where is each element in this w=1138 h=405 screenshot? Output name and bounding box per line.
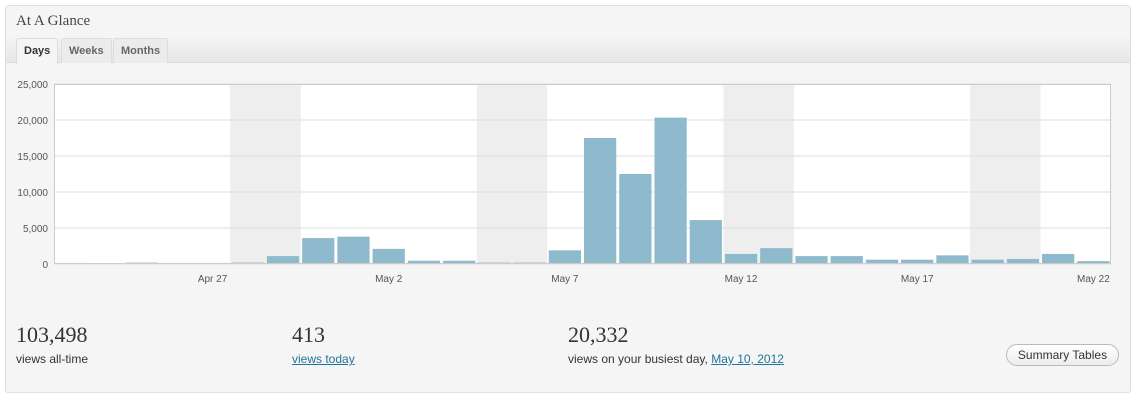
bar-may-10 [654, 117, 687, 264]
weekend-band [476, 84, 548, 264]
bar-may-12 [724, 253, 758, 264]
bar-may-3 [407, 260, 441, 264]
bar-may-4 [443, 260, 476, 264]
tab-weeks[interactable]: Weeks [61, 38, 112, 63]
x-tick-label: May 2 [375, 274, 403, 285]
stat-all-time: 103,498 views all-time [16, 322, 88, 366]
bar-may-20 [1006, 258, 1040, 264]
all-time-views-label: views all-time [16, 352, 89, 366]
bar-may-22 [1077, 261, 1110, 264]
summary-tables-button[interactable]: Summary Tables [1006, 344, 1119, 366]
panel-header: At A Glance [6, 6, 1130, 38]
views-today-link[interactable]: views today [292, 352, 355, 366]
plot-area [54, 84, 1111, 264]
bar-may-9 [619, 174, 652, 264]
bar-may-15 [830, 256, 863, 264]
y-tick-label: 5,000 [23, 224, 48, 235]
bar-apr-29 [266, 256, 300, 264]
stat-today: 413 views today [292, 322, 355, 366]
bar-apr-30 [302, 238, 335, 264]
weekend-band [970, 84, 1041, 264]
busiest-day-value: 20,332 [568, 322, 629, 347]
bar-may-11 [689, 220, 722, 264]
y-tick-label: 15,000 [17, 152, 48, 163]
y-tick-label: 0 [42, 260, 48, 271]
today-views-value: 413 [292, 322, 325, 347]
y-tick-label: 20,000 [17, 116, 48, 127]
weekend-band [230, 84, 301, 264]
weekend-band [723, 84, 794, 264]
y-tick-label: 25,000 [17, 80, 48, 91]
bar-may-19 [971, 259, 1004, 264]
tabs-bar: Days Weeks Months [6, 38, 1130, 64]
bar-may-16 [865, 259, 899, 264]
bar-may-1 [337, 236, 370, 264]
bar-may-21 [1042, 253, 1075, 264]
bar-may-17 [901, 259, 934, 264]
tab-months[interactable]: Months [113, 38, 169, 63]
bar-may-8 [584, 138, 617, 264]
bar-may-18 [936, 255, 969, 264]
all-time-views-value: 103,498 [16, 322, 88, 347]
bar-may-7 [548, 250, 581, 264]
bar-may-2 [372, 248, 405, 264]
plot-border [54, 84, 1111, 264]
y-tick-label: 10,000 [17, 188, 48, 199]
bar-may-14 [795, 256, 828, 264]
tab-days[interactable]: Days [16, 38, 59, 64]
x-tick-label: May 17 [901, 274, 934, 285]
x-tick-label: May 12 [725, 274, 758, 285]
x-tick-label: May 22 [1077, 274, 1110, 285]
daily-views-chart: 0 5,000 10,000 15,000 20,000 25,000 Apr 27 May … [17, 80, 1111, 285]
bar-may-13 [760, 248, 793, 264]
x-tick-label: Apr 27 [198, 274, 228, 285]
busiest-day-label: views on your busiest day, [568, 352, 708, 366]
at-a-glance-panel: At A Glance Days Weeks Months 0 5,000 10,0… [5, 5, 1131, 393]
stat-busiest-day: 20,332 views on your busiest day, May 10… [568, 322, 784, 366]
panel-title: At A Glance [16, 13, 91, 29]
x-tick-label: May 7 [551, 274, 579, 285]
busiest-day-date-link[interactable]: May 10, 2012 [711, 352, 784, 366]
